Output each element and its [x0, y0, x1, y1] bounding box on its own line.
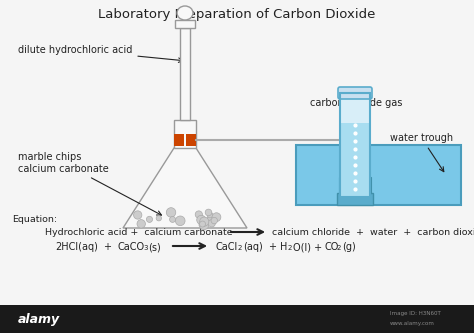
Text: +: +	[268, 242, 276, 252]
Text: 2: 2	[238, 244, 242, 250]
Text: water trough: water trough	[390, 133, 453, 171]
Circle shape	[211, 217, 218, 224]
Circle shape	[175, 216, 185, 226]
Text: www.alamy.com: www.alamy.com	[390, 321, 435, 326]
Circle shape	[195, 211, 202, 218]
Text: H: H	[280, 242, 287, 252]
Text: 3: 3	[143, 244, 147, 250]
Text: +: +	[103, 242, 111, 252]
Circle shape	[207, 215, 216, 224]
Text: 2HCl(aq): 2HCl(aq)	[55, 242, 98, 252]
Circle shape	[208, 219, 215, 227]
Circle shape	[205, 209, 212, 216]
Text: CaCl: CaCl	[216, 242, 238, 252]
Text: (g): (g)	[342, 242, 356, 252]
Text: carbon dioxide gas: carbon dioxide gas	[310, 92, 402, 108]
Bar	[339, 177, 347, 193]
Text: 2: 2	[337, 244, 341, 250]
Text: dilute hydrochloric acid: dilute hydrochloric acid	[18, 45, 183, 62]
Bar	[175, 20, 195, 28]
Circle shape	[170, 216, 175, 222]
Circle shape	[137, 220, 146, 228]
Text: alamy: alamy	[18, 312, 60, 325]
Text: Laboratory Preparation of Carbon Dioxide: Laboratory Preparation of Carbon Dioxide	[98, 8, 376, 21]
Text: calcium chloride  +  water  +  carbon dioxide: calcium chloride + water + carbon dioxid…	[272, 228, 474, 237]
Text: Hydrochloric acid +  calcium carbonate: Hydrochloric acid + calcium carbonate	[45, 228, 233, 237]
Bar	[340, 93, 370, 123]
Bar	[180, 28, 190, 120]
FancyBboxPatch shape	[338, 87, 372, 99]
Bar	[0, 305, 474, 333]
Bar	[363, 177, 371, 193]
Bar	[296, 145, 461, 205]
Text: CaCO: CaCO	[118, 242, 145, 252]
Text: marble chips
calcium carbonate: marble chips calcium carbonate	[18, 152, 162, 215]
Bar	[340, 93, 370, 197]
Bar	[174, 120, 196, 148]
Bar	[337, 193, 373, 205]
Bar	[186, 134, 196, 146]
Bar	[174, 134, 184, 146]
Circle shape	[156, 215, 162, 221]
Circle shape	[146, 216, 153, 222]
Text: (aq): (aq)	[243, 242, 263, 252]
Text: (s): (s)	[148, 242, 161, 252]
Circle shape	[200, 221, 206, 227]
Text: Equation:: Equation:	[12, 215, 57, 224]
Circle shape	[212, 213, 221, 221]
Circle shape	[207, 212, 213, 218]
Circle shape	[134, 211, 142, 219]
Circle shape	[199, 220, 209, 230]
Text: 2: 2	[288, 244, 292, 250]
Text: O(l) +: O(l) +	[293, 242, 322, 252]
Bar	[340, 93, 370, 197]
Text: CO: CO	[325, 242, 339, 252]
Ellipse shape	[177, 6, 193, 20]
Bar	[296, 145, 461, 205]
Polygon shape	[123, 148, 247, 228]
Circle shape	[166, 208, 176, 217]
Circle shape	[200, 217, 209, 226]
Text: Image ID: H3N60T: Image ID: H3N60T	[390, 310, 441, 315]
Circle shape	[197, 215, 206, 224]
